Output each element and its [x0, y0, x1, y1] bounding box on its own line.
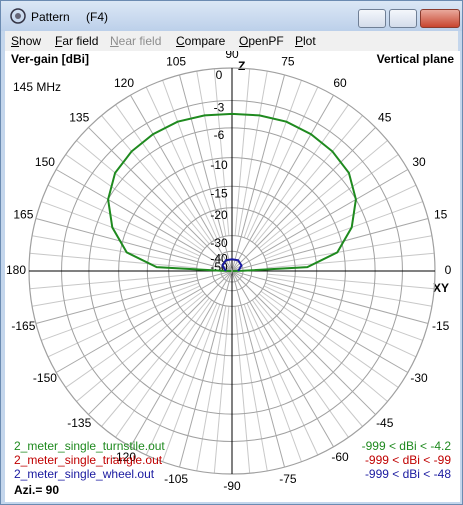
angle-label: 135	[69, 110, 89, 124]
angle-label: -135	[67, 416, 91, 430]
angle-label: -90	[223, 479, 241, 493]
title-bar: Pattern (F4)	[1, 1, 462, 31]
angle-label: -105	[164, 472, 188, 486]
menu-item[interactable]: OpenPF	[239, 34, 284, 48]
close-button[interactable]	[420, 9, 460, 28]
grid-spoke	[231, 270, 429, 325]
z-axis-label: Z	[238, 59, 245, 73]
grid-spoke	[231, 270, 334, 448]
grid-spoke	[130, 94, 233, 272]
legend-range: -999 < dBi < -4.2	[362, 439, 452, 453]
angle-label: -120	[112, 450, 136, 464]
angle-label: 45	[378, 110, 392, 124]
grid-spoke	[88, 270, 233, 415]
angle-label: -150	[33, 371, 57, 385]
angle-label: 90	[225, 51, 239, 61]
angle-label: -75	[279, 472, 297, 486]
angle-label: -30	[410, 371, 428, 385]
grid-spoke	[231, 270, 409, 373]
ring-label: -15	[210, 186, 228, 200]
angle-label: 75	[281, 55, 295, 69]
legend-name: 2_meter_single_triangle.out	[14, 453, 163, 467]
angle-label: 150	[35, 155, 55, 169]
ring-label: -10	[210, 158, 228, 172]
ring-label: -3	[214, 101, 225, 115]
grid-spoke	[231, 270, 376, 415]
grid-spoke	[55, 270, 233, 373]
menu-item[interactable]: Plot	[295, 34, 316, 48]
grid-spoke	[178, 270, 233, 468]
angle-label: -60	[331, 450, 349, 464]
legend-name: 2_meter_single_turnstile.out	[14, 439, 165, 453]
pattern-line	[221, 258, 243, 272]
menu-item[interactable]: Far field	[55, 34, 99, 48]
angle-label: 60	[333, 76, 347, 90]
menu-bar: Show Far field Near field Compare OpenPF Plot	[5, 31, 458, 51]
grid-spoke	[35, 270, 233, 325]
ring-label: -20	[210, 208, 228, 222]
angle-label: -45	[376, 416, 394, 430]
azimuth: Azi.= 90	[14, 483, 59, 497]
angle-label: 15	[434, 207, 448, 221]
angle-label: 105	[166, 55, 186, 69]
y-label: Ver-gain [dBi]	[11, 52, 89, 66]
ring-label: -6	[214, 128, 225, 142]
ring-label: 0	[216, 68, 223, 82]
maximize-button[interactable]	[389, 9, 417, 28]
xy-axis-label: XY	[433, 281, 449, 295]
legend-range: -999 < dBi < -48	[365, 467, 451, 481]
grid-spoke	[130, 270, 233, 448]
pattern-line	[107, 112, 357, 272]
grid-spoke	[88, 127, 233, 272]
legend-name: 2_meter_single_wheel.out	[14, 467, 155, 481]
legend-range: -999 < dBi < -99	[365, 453, 451, 467]
angle-label: 120	[114, 76, 134, 90]
frequency: 145 MHz	[13, 80, 61, 94]
menu-item[interactable]: Compare	[176, 34, 226, 48]
angle-label: 180	[6, 263, 26, 277]
grid-spoke	[55, 169, 233, 272]
ring-label: -30	[210, 236, 228, 250]
angle-label: 0	[445, 263, 452, 277]
angle-label: -165	[11, 319, 35, 333]
grid-spoke	[231, 217, 429, 272]
grid-spoke	[231, 94, 334, 272]
grid-spoke	[35, 217, 233, 272]
menu-item[interactable]: Show	[11, 34, 42, 48]
pattern-plot: Ver-gain [dBi] Vertical plane 145 MHz Z …	[5, 51, 460, 502]
grid-spoke	[231, 169, 409, 272]
angle-label: 165	[13, 207, 33, 221]
plane-label: Vertical plane	[377, 52, 455, 66]
angle-label: -15	[432, 319, 450, 333]
app-icon	[10, 8, 26, 24]
grid-spoke	[178, 74, 233, 272]
window-title: Pattern	[31, 10, 70, 24]
grid-spoke	[231, 270, 286, 468]
window-shortcut: (F4)	[86, 10, 108, 24]
angle-label: 30	[412, 155, 426, 169]
grid-spoke	[231, 127, 376, 272]
minimize-button[interactable]	[358, 9, 386, 28]
menu-item[interactable]: Near field	[110, 34, 162, 48]
grid-spoke	[231, 74, 286, 272]
